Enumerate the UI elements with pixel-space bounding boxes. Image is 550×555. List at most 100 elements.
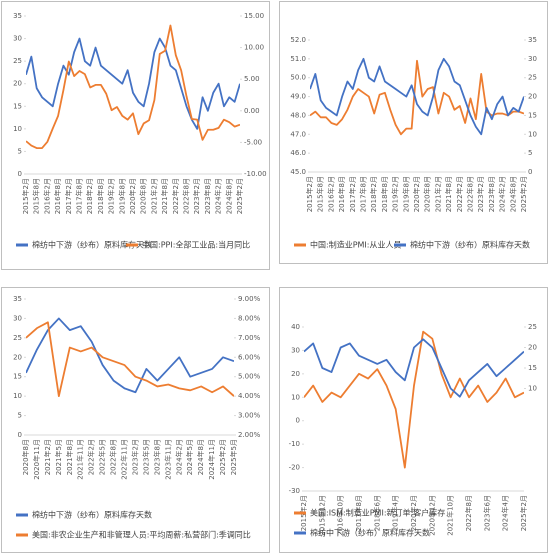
- y2-tick-label: 10.00: [244, 44, 264, 52]
- x-tick-label: 2023年2月: [192, 178, 201, 214]
- y2-tick-label: 5.00: [244, 75, 260, 83]
- x-tick-label: 2022年8月: [182, 178, 191, 214]
- x-tick-label: 2018年6月: [372, 495, 381, 531]
- y2-tick-label: -5.00: [244, 138, 262, 146]
- x-tick-label: 2025年2月: [235, 178, 244, 214]
- series-line: [26, 24, 240, 149]
- legend-label: 美国:非农企业生产和非管理人员:平均周薪:私营部门:季调同比: [32, 530, 251, 540]
- x-tick-label: 2020年8月: [139, 178, 148, 214]
- y-tick-label: 5: [18, 147, 22, 155]
- y2-tick-label: 25: [528, 323, 537, 331]
- x-tick-label: 2020年2月: [412, 176, 421, 212]
- x-tick-label: 2022年2月: [171, 178, 180, 214]
- y-tick-label: 0: [18, 170, 22, 178]
- panel: [279, 287, 548, 553]
- x-tick-label: 2024年8月: [224, 178, 233, 214]
- x-tick-label: 2021年8月: [65, 439, 74, 475]
- x-tick-label: 2017年2月: [64, 178, 73, 214]
- x-tick-label: 2023年6月: [482, 495, 491, 531]
- x-tick-label: 2015年8月: [32, 178, 41, 214]
- x-tick-label: 2017年8月: [359, 176, 368, 212]
- legend-label: 棉纺中下游（纱布）原料库存天数: [32, 510, 152, 520]
- x-tick-label: 2023年5月: [141, 439, 150, 475]
- y-tick-label: -30: [289, 487, 300, 495]
- x-tick-label: 2023年8月: [487, 176, 496, 212]
- y-tick-label: -20: [289, 464, 300, 472]
- y2-tick-label: 35: [528, 36, 537, 44]
- legend-label: 中国:PPI:全部工业品:当月同比: [142, 240, 250, 250]
- x-tick-label: 2022年8月: [466, 176, 475, 212]
- x-tick-label: 2019年4月: [391, 495, 400, 531]
- y-tick-label: 52.0: [290, 36, 306, 44]
- series-line: [26, 37, 240, 130]
- x-tick-label: 2016年8月: [337, 176, 346, 212]
- x-tick-label: 2024年5月: [185, 439, 194, 475]
- y-tick-label: 0: [296, 417, 300, 425]
- y-tick-label: 10: [13, 392, 22, 400]
- series-line: [26, 321, 234, 398]
- x-tick-label: 2025年5月: [229, 439, 238, 475]
- y-tick-label: 30: [13, 314, 22, 322]
- x-tick-label: 2021年2月: [43, 439, 52, 475]
- y-tick-label: 47.0: [290, 130, 306, 138]
- x-tick-label: 2020年2月: [128, 178, 137, 214]
- series-line: [310, 57, 524, 136]
- x-tick-label: 2019年2月: [391, 176, 400, 212]
- x-tick-label: 2017年2月: [348, 176, 357, 212]
- y2-tick-label: 0: [528, 168, 532, 176]
- legend-label: 棉纺中下游（纱布）原料库存天数: [32, 240, 152, 250]
- chart: -30-20-10010203040101520252015年2月2015年12…: [289, 323, 537, 538]
- x-tick-label: 2024年11月: [207, 439, 216, 480]
- x-tick-label: 2021年10月: [446, 495, 455, 536]
- x-tick-label: 2016年8月: [53, 178, 62, 214]
- x-tick-label: 2016年10月: [336, 495, 345, 536]
- x-tick-label: 2021年2月: [433, 176, 442, 212]
- y-tick-label: 0: [18, 431, 22, 439]
- y2-tick-label: 15: [528, 111, 537, 119]
- x-tick-label: 2020年2月: [409, 495, 418, 531]
- x-tick-label: 2016年2月: [326, 176, 335, 212]
- y2-tick-label: 8.00%: [238, 314, 261, 322]
- x-tick-label: 2022年8月: [464, 495, 473, 531]
- legend-label: 美国:ISM:制造业PMI:新订单:客户库存: [310, 508, 445, 518]
- y-tick-label: 15: [13, 373, 22, 381]
- x-tick-label: 2024年4月: [501, 495, 510, 531]
- chart: 45.0 46.0 47.0 48.0 49.0 50.0 51.0 52.0 0 5 10 15 20…: [290, 36, 537, 250]
- x-tick-label: 2022年8月: [109, 439, 118, 475]
- y-tick-label: 35: [13, 295, 22, 303]
- x-tick-label: 2025年2月: [519, 176, 528, 212]
- x-tick-label: 2017年8月: [354, 495, 363, 531]
- x-tick-label: 2025年2月: [519, 495, 528, 531]
- y-tick-label: 10: [13, 125, 22, 133]
- y-tick-label: 25: [13, 334, 22, 342]
- y-tick-label: 48.0: [290, 111, 306, 119]
- x-tick-label: 2019年8月: [401, 176, 410, 212]
- x-tick-label: 2020年8月: [423, 176, 432, 212]
- x-tick-label: 2023年11月: [163, 439, 172, 480]
- x-tick-label: 2016年2月: [42, 178, 51, 214]
- y2-tick-label: 25: [528, 74, 537, 82]
- y2-tick-label: 7.00%: [238, 334, 261, 342]
- y2-tick-label: 30: [528, 55, 537, 63]
- legend-label: 中国:制造业PMI:从业人员: [310, 240, 401, 250]
- series-line: [304, 338, 524, 398]
- legend-label: 棉纺中下游（纱布）原料库存天数: [310, 528, 430, 538]
- y2-tick-label: 2.00%: [238, 431, 261, 439]
- x-tick-label: 2018年2月: [85, 178, 94, 214]
- y-tick-label: 49.0: [290, 93, 306, 101]
- x-tick-label: 2020年8月: [21, 439, 30, 475]
- x-tick-label: 2023年2月: [476, 176, 485, 212]
- x-tick-label: 2024年8月: [196, 439, 205, 475]
- x-tick-label: 2018年8月: [96, 178, 105, 214]
- y-tick-label: 20: [13, 353, 22, 361]
- x-tick-label: 2024年8月: [508, 176, 517, 212]
- y-tick-label: 30: [13, 35, 22, 43]
- y-tick-label: 45.0: [290, 168, 306, 176]
- x-tick-label: 2021年5月: [54, 439, 63, 475]
- x-tick-label: 2024年2月: [174, 439, 183, 475]
- x-tick-label: 2017年8月: [75, 178, 84, 214]
- x-tick-label: 2022年2月: [87, 439, 96, 475]
- y-tick-label: 46.0: [290, 149, 306, 157]
- panel: [279, 1, 548, 264]
